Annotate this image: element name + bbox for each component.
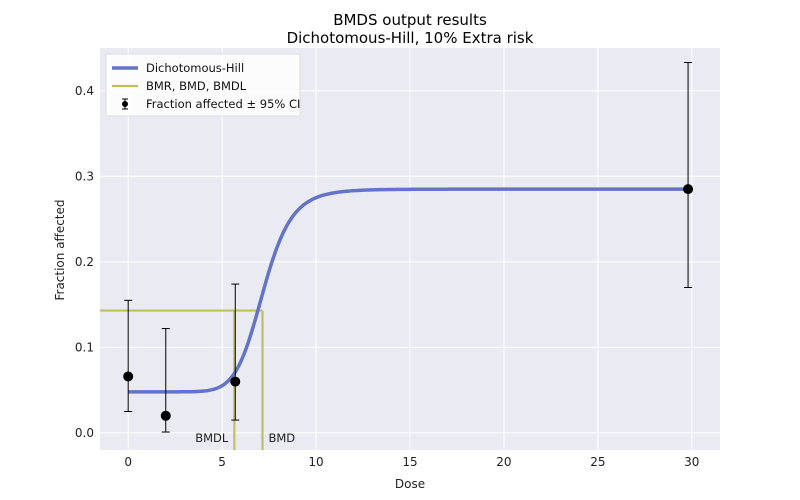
data-point xyxy=(683,62,694,288)
legend-item: Dichotomous-Hill xyxy=(112,61,244,75)
data-point xyxy=(160,328,171,433)
legend: Dichotomous-Hill BMR, BMD, BMDL Fraction a… xyxy=(105,53,301,117)
x-tick-label: 0 xyxy=(124,455,132,469)
x-axis-label: Dose xyxy=(395,477,425,491)
data-point xyxy=(123,299,134,413)
data-point xyxy=(230,283,241,421)
tick-labels: 0 5 10 15 20 25 30 0.0 0.1 0.2 0.3 0.4 xyxy=(75,84,700,469)
grid xyxy=(100,48,720,450)
x-tick-label: 5 xyxy=(218,455,226,469)
point-marker xyxy=(683,184,694,195)
point-marker xyxy=(123,371,134,382)
model-curve xyxy=(128,187,689,394)
annotations: BMDL BMD xyxy=(195,431,295,445)
y-axis-label: Fraction affected xyxy=(53,199,67,300)
legend-label: BMR, BMD, BMDL xyxy=(146,79,247,93)
chart-title: BMDS output results xyxy=(333,11,487,29)
y-tick-label: 0.4 xyxy=(75,84,94,98)
y-tick-label: 0.2 xyxy=(75,255,94,269)
y-tick-label: 0.0 xyxy=(75,426,94,440)
y-tick-label: 0.3 xyxy=(75,169,94,183)
x-tick-label: 25 xyxy=(590,455,605,469)
x-tick-label: 30 xyxy=(684,455,699,469)
x-tick-label: 10 xyxy=(308,455,323,469)
point-marker xyxy=(230,376,241,387)
legend-label: Dichotomous-Hill xyxy=(146,61,244,75)
legend-item: Fraction affected ± 95% CI xyxy=(122,97,300,111)
legend-box xyxy=(105,53,301,117)
point-marker xyxy=(160,410,171,421)
legend-item: BMR, BMD, BMDL xyxy=(112,79,247,93)
model-curve-layer xyxy=(128,187,689,394)
legend-marker xyxy=(122,101,128,107)
x-tick-label: 15 xyxy=(402,455,417,469)
bmdl-annotation: BMDL xyxy=(195,431,229,445)
observed-points xyxy=(123,62,694,433)
bmd-annotation: BMD xyxy=(269,431,296,445)
legend-label: Fraction affected ± 95% CI xyxy=(146,97,300,111)
y-tick-label: 0.1 xyxy=(75,340,94,354)
chart-subtitle: Dichotomous-Hill, 10% Extra risk xyxy=(287,29,534,47)
x-tick-label: 20 xyxy=(496,455,511,469)
